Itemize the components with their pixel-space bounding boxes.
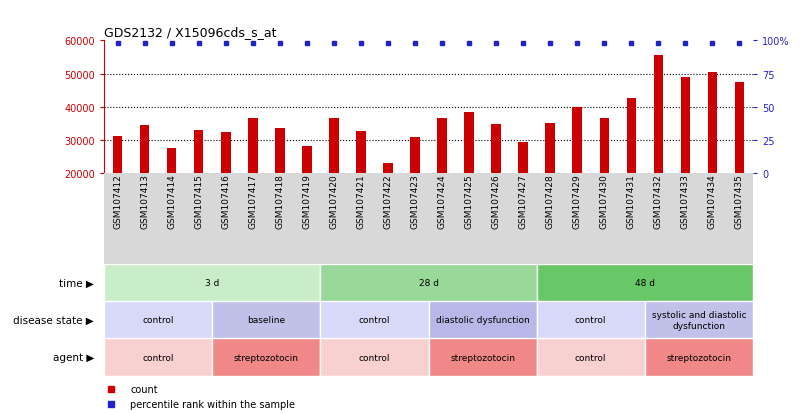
Text: time ▶: time ▶	[59, 278, 95, 288]
Bar	[573, 107, 582, 173]
Bar	[329, 119, 339, 173]
Bar	[194, 131, 203, 173]
Bar	[104, 339, 212, 376]
Text: systolic and diastolic
dysfunction: systolic and diastolic dysfunction	[651, 311, 747, 330]
Text: GDS2132 / X15096cds_s_at: GDS2132 / X15096cds_s_at	[104, 26, 276, 39]
Text: streptozotocin: streptozotocin	[450, 353, 515, 362]
Bar	[212, 339, 320, 376]
Bar	[320, 264, 537, 301]
Bar	[518, 143, 528, 173]
Bar	[429, 301, 537, 339]
Bar	[626, 99, 636, 173]
Text: diastolic dysfunction: diastolic dysfunction	[436, 316, 529, 325]
Text: agent ▶: agent ▶	[53, 352, 95, 362]
Text: control: control	[575, 353, 606, 362]
Text: count: count	[130, 384, 158, 394]
Text: 3 d: 3 d	[205, 278, 219, 287]
Bar	[545, 123, 555, 173]
Bar	[654, 56, 663, 173]
Bar	[410, 138, 420, 173]
Bar	[707, 73, 717, 173]
Bar	[491, 125, 501, 173]
Bar	[104, 301, 212, 339]
Bar	[113, 137, 123, 173]
Bar	[537, 301, 645, 339]
Bar	[735, 83, 744, 173]
Bar	[465, 112, 474, 173]
Text: 48 d: 48 d	[635, 278, 654, 287]
Bar	[429, 339, 537, 376]
Bar	[221, 133, 231, 173]
Text: baseline: baseline	[248, 316, 285, 325]
Bar	[383, 164, 392, 173]
Text: control: control	[359, 353, 390, 362]
Bar	[681, 78, 690, 173]
Text: control: control	[575, 316, 606, 325]
Bar	[302, 147, 312, 173]
Bar	[645, 339, 753, 376]
Bar	[645, 301, 753, 339]
Text: streptozotocin: streptozotocin	[234, 353, 299, 362]
Text: 28 d: 28 d	[419, 278, 438, 287]
Bar	[437, 119, 447, 173]
Bar	[140, 126, 150, 173]
Bar	[537, 339, 645, 376]
Bar	[167, 149, 176, 173]
Bar	[212, 301, 320, 339]
Text: control: control	[359, 316, 390, 325]
Text: control: control	[143, 316, 174, 325]
Text: control: control	[143, 353, 174, 362]
Text: streptozotocin: streptozotocin	[666, 353, 731, 362]
Bar	[104, 264, 320, 301]
Text: disease state ▶: disease state ▶	[14, 315, 95, 325]
Text: percentile rank within the sample: percentile rank within the sample	[130, 399, 295, 409]
Bar	[537, 264, 753, 301]
Bar	[320, 339, 429, 376]
Bar	[356, 132, 366, 173]
Bar	[599, 119, 609, 173]
Bar	[275, 129, 284, 173]
Bar	[320, 301, 429, 339]
Bar	[248, 119, 258, 173]
